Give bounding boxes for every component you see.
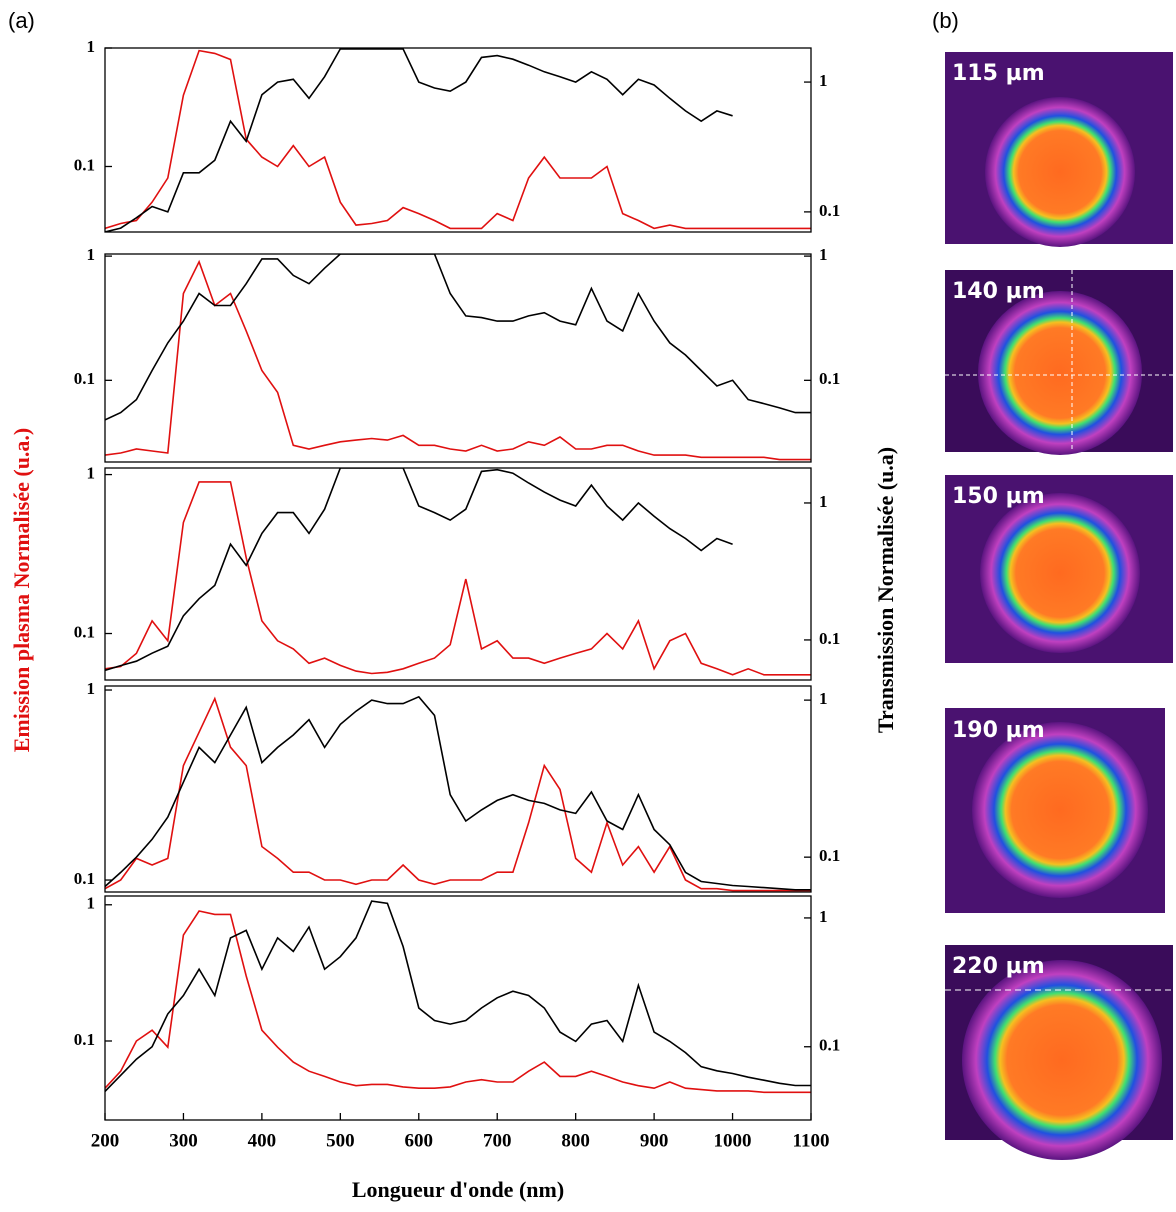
y-tick-label: 1 bbox=[87, 463, 96, 482]
y2-tick-label: 1 bbox=[819, 492, 828, 511]
x-tick-label: 800 bbox=[561, 1130, 590, 1151]
y2-tick-label: 0.1 bbox=[819, 629, 840, 648]
image-label: 190 µm bbox=[952, 718, 1045, 743]
y-tick-label: 1 bbox=[87, 245, 96, 264]
x-tick-label: 600 bbox=[405, 1130, 434, 1151]
x-axis-label: Longueur d'onde (nm) bbox=[352, 1177, 564, 1202]
x-tick-label: 900 bbox=[640, 1130, 669, 1151]
x-tick-label: 1100 bbox=[793, 1130, 830, 1151]
image-label: 140 µm bbox=[952, 279, 1045, 304]
data-line bbox=[105, 900, 811, 1092]
beam-spot bbox=[962, 960, 1162, 1160]
y-tick-label: 0.1 bbox=[74, 369, 95, 388]
y2-tick-label: 1 bbox=[819, 245, 828, 264]
images bbox=[945, 52, 1173, 1160]
plot-frame bbox=[104, 895, 812, 1121]
y-tick-label: 0.1 bbox=[74, 622, 95, 641]
x-tick-label: 1000 bbox=[714, 1130, 752, 1151]
data-line bbox=[105, 695, 811, 891]
beam-spot bbox=[972, 722, 1148, 898]
y2-tick-label: 0.1 bbox=[819, 369, 840, 388]
data-line bbox=[105, 49, 811, 230]
panel-label: (a) bbox=[8, 8, 35, 33]
panel-label: (b) bbox=[932, 8, 959, 33]
x-tick-label: 300 bbox=[169, 1130, 198, 1151]
y2-tick-label: 0.1 bbox=[819, 1036, 840, 1055]
x-tick-label: 500 bbox=[326, 1130, 355, 1151]
data-line bbox=[105, 48, 733, 232]
beam-spot bbox=[978, 291, 1142, 455]
y-axis-label: Emission plasma Normalisée (u.a.) bbox=[9, 428, 34, 753]
y-tick-label: 1 bbox=[87, 679, 96, 698]
y2-tick-label: 1 bbox=[819, 689, 828, 708]
plot-frame bbox=[104, 685, 812, 893]
x-tick-label: 200 bbox=[91, 1130, 120, 1151]
y-tick-label: 0.1 bbox=[74, 869, 95, 888]
data-line bbox=[105, 254, 811, 421]
image-label: 220 µm bbox=[952, 954, 1045, 979]
beam-spot bbox=[985, 97, 1135, 247]
x-tick-label: 400 bbox=[248, 1130, 277, 1151]
image-label: 150 µm bbox=[952, 484, 1045, 509]
y-tick-label: 0.1 bbox=[74, 1030, 95, 1049]
y2-tick-label: 1 bbox=[819, 907, 828, 926]
y2-tick-label: 0.1 bbox=[819, 846, 840, 865]
y-tick-label: 1 bbox=[87, 37, 96, 56]
y2-tick-label: 0.1 bbox=[819, 201, 840, 220]
data-line bbox=[105, 468, 733, 672]
y-tick-label: 0.1 bbox=[74, 155, 95, 174]
beam-spot bbox=[980, 493, 1140, 653]
data-line bbox=[105, 259, 811, 461]
y2-axis-label: Transmission Normalisée (u.a) bbox=[873, 447, 898, 733]
image-label: 115 µm bbox=[952, 61, 1045, 86]
data-line bbox=[105, 481, 811, 676]
data-line bbox=[105, 696, 811, 892]
data-line bbox=[105, 910, 811, 1094]
x-tick-label: 700 bbox=[483, 1130, 512, 1151]
plot-frame bbox=[104, 47, 812, 233]
plot-frame bbox=[104, 467, 812, 681]
plot-frame bbox=[104, 253, 812, 463]
y-tick-label: 1 bbox=[87, 894, 96, 913]
y2-tick-label: 1 bbox=[819, 71, 828, 90]
